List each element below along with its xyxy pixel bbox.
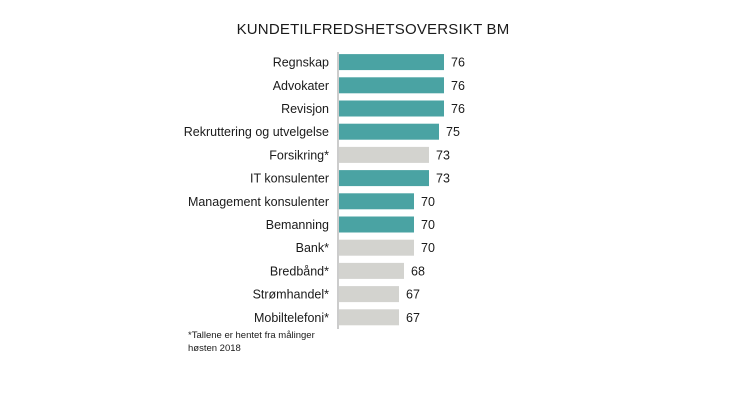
category-label: Bank* [296,241,329,255]
value-label: 73 [436,172,450,186]
value-label: 70 [421,241,435,255]
bar [339,193,414,210]
bar [339,146,429,163]
bar [339,170,429,187]
chart-title: KUNDETILFREDSHETSOVERSIKT BM [236,21,510,38]
bar [339,309,399,326]
category-labels: Regnskap Advokater Revisjon Rekruttering og… [184,56,329,325]
bar [339,216,414,233]
bar [339,286,399,303]
category-label: Revisjon [281,102,329,116]
value-label: 68 [411,264,425,278]
bar [339,77,444,94]
value-label: 67 [406,311,420,325]
value-label: 73 [436,148,450,162]
bar [339,54,444,71]
category-label: Forsikring* [269,148,329,162]
footnote: *Tallene er hentet fra målinger høsten 2… [188,330,315,354]
bar [339,100,444,117]
value-label: 67 [406,288,420,302]
category-label: Mobiltelefoni* [254,311,329,325]
value-label: 76 [451,79,465,93]
category-label: IT konsulenter [250,172,329,186]
category-label: Management konsulenter [188,195,329,209]
bars [339,54,444,326]
category-label: Rekruttering og utvelgelse [184,125,329,139]
category-label: Strømhandel* [253,288,330,302]
bar [339,239,414,256]
category-label: Regnskap [273,56,329,70]
category-label: Bemanning [266,218,329,232]
bar [339,123,439,140]
category-label: Bredbånd* [270,264,329,278]
value-label: 70 [421,195,435,209]
value-label: 76 [451,102,465,116]
category-label: Advokater [273,79,329,93]
bar [339,262,404,279]
value-label: 76 [451,56,465,70]
value-label: 70 [421,218,435,232]
value-label: 75 [446,125,460,139]
